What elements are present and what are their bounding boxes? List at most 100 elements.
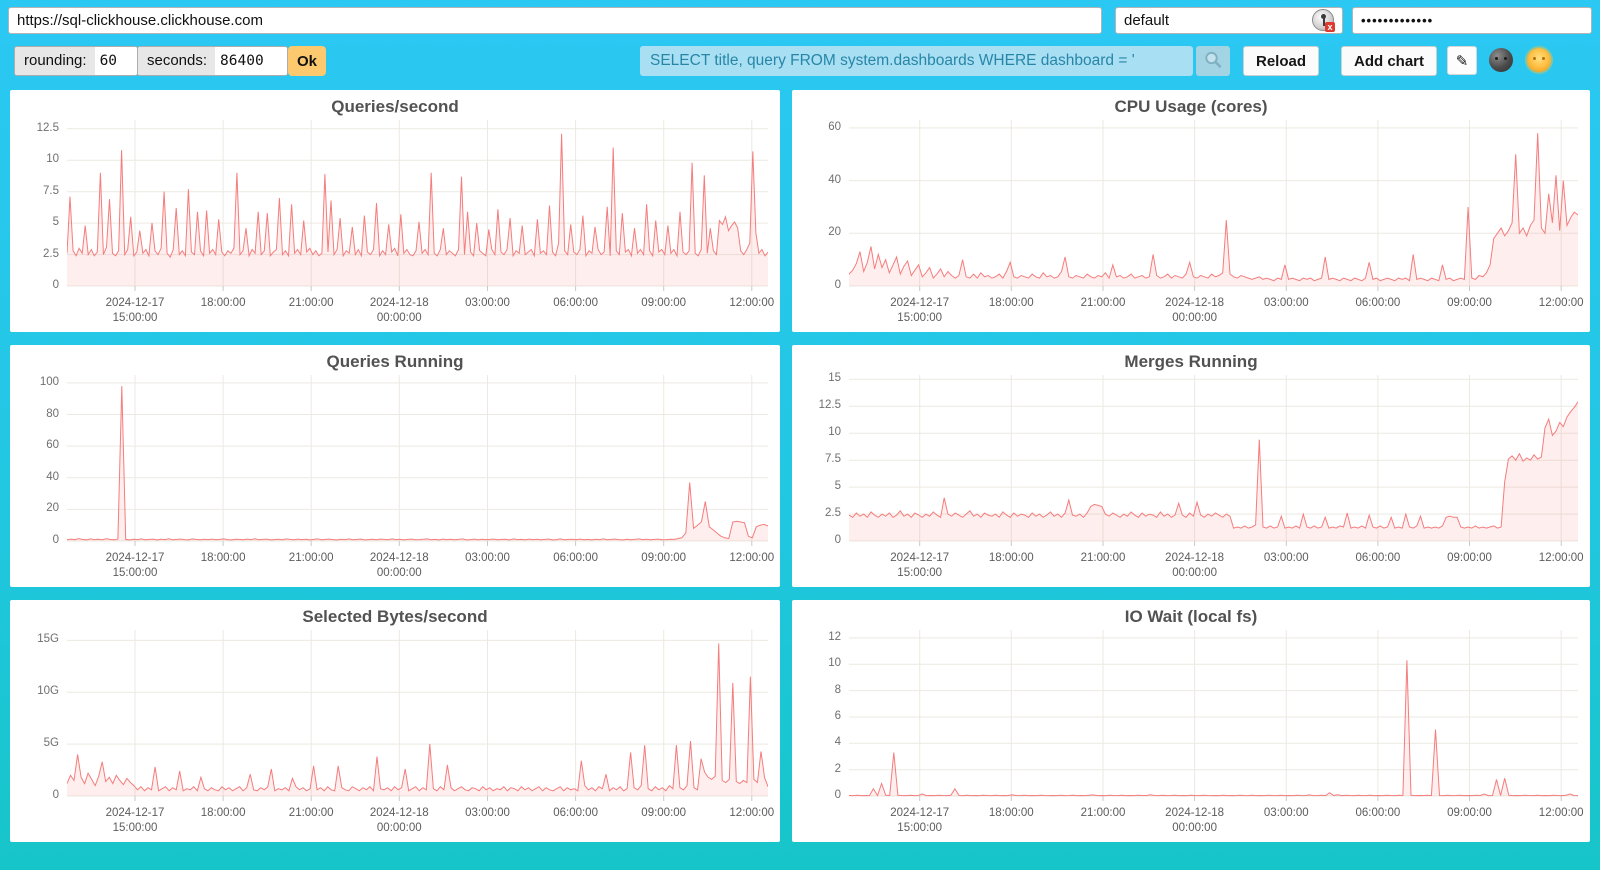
seconds-label: seconds: xyxy=(138,47,215,75)
x-tick-label: 09:00:00 xyxy=(618,806,710,821)
x-tick-label: 12:00:00 xyxy=(706,806,798,821)
chart-panel: IO Wait (local fs)0246810122024-12-1715:… xyxy=(792,600,1590,842)
controls-bar: rounding: seconds: Ok Reload Add chart ✎ xyxy=(0,44,1600,82)
y-tick-label: 0 xyxy=(792,534,841,546)
chart-plot[interactable] xyxy=(849,630,1578,802)
series-area xyxy=(849,660,1578,796)
chart-panel: CPU Usage (cores)02040602024-12-1715:00:… xyxy=(792,90,1590,332)
y-tick-label: 4 xyxy=(792,736,841,748)
chart-title: IO Wait (local fs) xyxy=(792,607,1590,627)
y-tick-label: 15G xyxy=(10,633,59,645)
series-line xyxy=(849,402,1578,528)
y-tick-label: 2.5 xyxy=(792,507,841,519)
x-tick-label: 12:00:00 xyxy=(1515,296,1600,311)
chart-title: Queries/second xyxy=(10,97,780,117)
y-tick-label: 0 xyxy=(792,789,841,801)
x-tick-label: 2024-12-1800:00:00 xyxy=(1149,551,1241,581)
chart-plot[interactable] xyxy=(67,120,768,292)
series-area xyxy=(67,134,768,286)
x-tick-label: 18:00:00 xyxy=(177,296,269,311)
chart-plot[interactable] xyxy=(67,375,768,547)
seconds-input[interactable] xyxy=(215,47,287,75)
password-manager-badge-icon: x xyxy=(1325,22,1335,32)
x-tick-label: 2024-12-1800:00:00 xyxy=(1149,296,1241,326)
x-tick-label: 06:00:00 xyxy=(1332,806,1424,821)
y-tick-label: 60 xyxy=(10,439,59,451)
x-tick-label: 2024-12-1715:00:00 xyxy=(874,551,966,581)
y-tick-label: 12.5 xyxy=(792,399,841,411)
x-tick-label: 03:00:00 xyxy=(1240,551,1332,566)
x-tick-label: 21:00:00 xyxy=(265,296,357,311)
chart-plot[interactable] xyxy=(849,375,1578,547)
y-tick-label: 15 xyxy=(792,372,841,384)
chart-panel: Queries Running0204060801002024-12-1715:… xyxy=(10,345,780,587)
server-url-input[interactable] xyxy=(8,7,1102,34)
y-tick-label: 5 xyxy=(10,216,59,228)
rounding-field: rounding: xyxy=(14,46,138,76)
x-tick-label: 03:00:00 xyxy=(442,296,534,311)
y-tick-label: 0 xyxy=(792,279,841,291)
x-tick-label: 18:00:00 xyxy=(965,806,1057,821)
pencil-icon: ✎ xyxy=(1456,53,1469,70)
y-tick-label: 40 xyxy=(10,471,59,483)
chart-title: Queries Running xyxy=(10,352,780,372)
edit-button[interactable]: ✎ xyxy=(1447,46,1477,75)
chart-title: CPU Usage (cores) xyxy=(792,97,1590,117)
add-chart-button[interactable]: Add chart xyxy=(1341,46,1437,76)
x-tick-label: 09:00:00 xyxy=(618,296,710,311)
x-tick-label: 2024-12-1800:00:00 xyxy=(353,296,445,326)
x-tick-label: 09:00:00 xyxy=(618,551,710,566)
chart-panel: Merges Running02.557.51012.5152024-12-17… xyxy=(792,345,1590,587)
x-tick-label: 21:00:00 xyxy=(1057,806,1149,821)
chart-title: Merges Running xyxy=(792,352,1590,372)
x-tick-label: 12:00:00 xyxy=(706,551,798,566)
x-tick-label: 2024-12-1715:00:00 xyxy=(874,296,966,326)
dashboard-query-input[interactable] xyxy=(640,46,1193,76)
y-tick-label: 5 xyxy=(792,480,841,492)
x-tick-label: 18:00:00 xyxy=(965,296,1057,311)
search-button[interactable] xyxy=(1196,46,1230,76)
x-tick-label: 03:00:00 xyxy=(1240,806,1332,821)
x-tick-label: 21:00:00 xyxy=(1057,296,1149,311)
rounding-input[interactable] xyxy=(95,47,137,75)
connection-bar: x xyxy=(0,0,1600,41)
x-tick-label: 18:00:00 xyxy=(177,806,269,821)
chart-plot[interactable] xyxy=(67,630,768,802)
y-tick-label: 8 xyxy=(792,684,841,696)
series-area xyxy=(67,386,768,541)
rounding-label: rounding: xyxy=(15,47,95,75)
moon-dark-theme-icon[interactable] xyxy=(1489,48,1513,72)
series-line xyxy=(67,386,768,540)
y-tick-label: 6 xyxy=(792,710,841,722)
chart-plot[interactable] xyxy=(849,120,1578,292)
y-tick-label: 10 xyxy=(792,426,841,438)
x-tick-label: 06:00:00 xyxy=(1332,551,1424,566)
username-input[interactable] xyxy=(1115,7,1343,34)
x-tick-label: 2024-12-1715:00:00 xyxy=(89,551,181,581)
x-tick-label: 03:00:00 xyxy=(442,551,534,566)
series-line xyxy=(67,644,768,791)
reload-button[interactable]: Reload xyxy=(1243,46,1319,76)
x-tick-label: 18:00:00 xyxy=(177,551,269,566)
x-tick-label: 2024-12-1715:00:00 xyxy=(874,806,966,836)
y-tick-label: 0 xyxy=(10,279,59,291)
y-tick-label: 40 xyxy=(792,174,841,186)
x-tick-label: 21:00:00 xyxy=(265,551,357,566)
y-tick-label: 20 xyxy=(792,226,841,238)
y-tick-label: 20 xyxy=(10,502,59,514)
chart-panel: Selected Bytes/second05G10G15G2024-12-17… xyxy=(10,600,780,842)
ok-button[interactable]: Ok xyxy=(288,46,326,76)
x-tick-label: 03:00:00 xyxy=(442,806,534,821)
sun-light-theme-icon[interactable] xyxy=(1527,48,1551,72)
x-tick-label: 06:00:00 xyxy=(530,551,622,566)
x-tick-label: 2024-12-1800:00:00 xyxy=(353,806,445,836)
x-tick-label: 12:00:00 xyxy=(1515,806,1600,821)
x-tick-label: 2024-12-1800:00:00 xyxy=(1149,806,1241,836)
chart-title: Selected Bytes/second xyxy=(10,607,780,627)
x-tick-label: 21:00:00 xyxy=(265,806,357,821)
y-tick-label: 12.5 xyxy=(10,122,59,134)
password-input[interactable] xyxy=(1352,7,1592,34)
x-tick-label: 06:00:00 xyxy=(530,806,622,821)
x-tick-label: 2024-12-1715:00:00 xyxy=(89,806,181,836)
y-tick-label: 10G xyxy=(10,685,59,697)
